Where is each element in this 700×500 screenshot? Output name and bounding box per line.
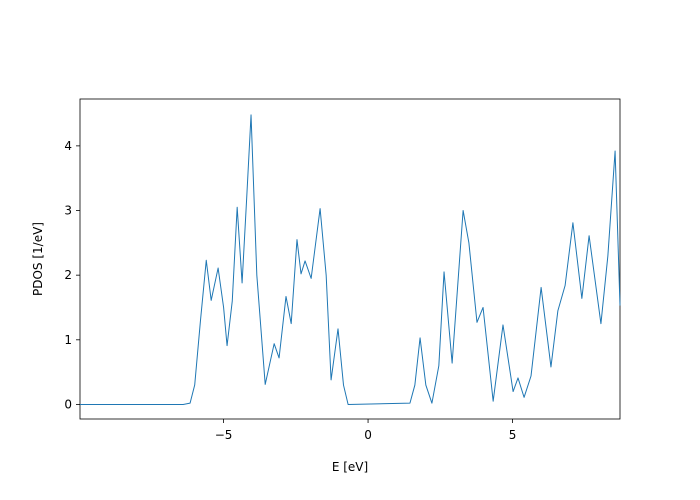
y-tick-label: 1: [64, 333, 72, 347]
x-tick-label: −5: [215, 428, 233, 442]
y-tick-label: 4: [64, 139, 72, 153]
y-tick-label: 0: [64, 397, 72, 411]
y-axis-label: PDOS [1/eV]: [31, 222, 45, 296]
x-axis-label: E [eV]: [332, 460, 368, 474]
y-tick-label: 2: [64, 268, 72, 282]
x-tick-label: 5: [509, 428, 517, 442]
y-tick-label: 3: [64, 204, 72, 218]
x-tick-label: 0: [364, 428, 372, 442]
plot-frame: [79, 98, 621, 420]
pdos-line: [80, 114, 621, 405]
